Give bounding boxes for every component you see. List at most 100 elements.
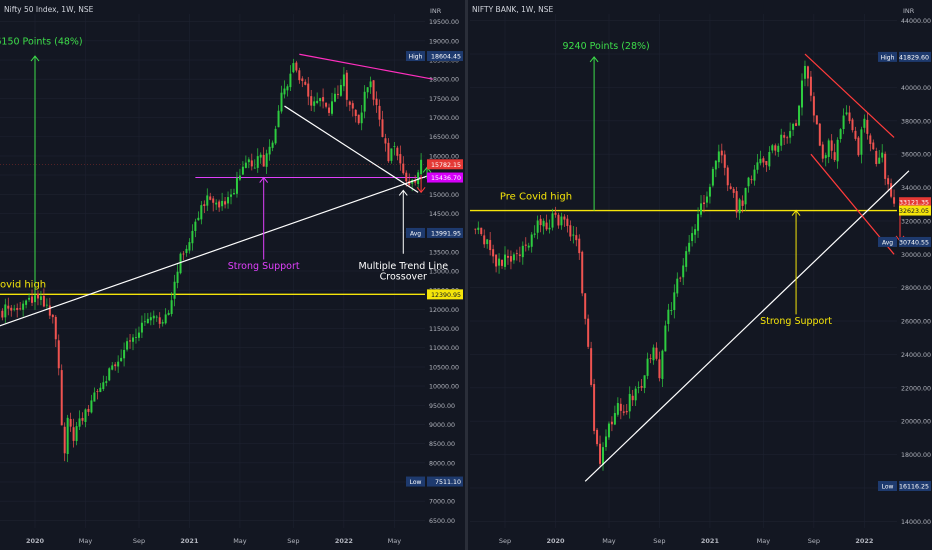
niftybank-candle-body	[676, 278, 679, 294]
nifty50-candle-body	[117, 361, 120, 367]
nifty50-candle-body	[19, 308, 22, 310]
nifty50-level-lines	[0, 163, 425, 296]
niftybank-candle-body	[542, 220, 545, 227]
nifty50-candle-body	[212, 198, 215, 203]
nifty50-price-badge	[427, 159, 463, 170]
nifty50-candle-body	[197, 217, 200, 221]
nifty50-y-tick-label: 7000.00	[429, 499, 455, 506]
nifty50-candle-body	[253, 167, 256, 169]
niftybank-y-tick-label: 24000.00	[901, 352, 931, 359]
niftybank-candle-body	[792, 123, 795, 130]
niftybank-candle-body	[741, 200, 744, 206]
nifty50-candle-body	[34, 295, 36, 303]
niftybank-candle-body	[845, 112, 848, 115]
niftybank-candle-body	[622, 411, 625, 413]
niftybank-candle-body	[596, 429, 599, 445]
nifty50-candle-body	[60, 370, 63, 426]
nifty50-x-tick-label: 2022	[335, 537, 353, 545]
nifty50-candle-body	[90, 400, 93, 413]
nifty50-candle-body	[420, 159, 423, 175]
niftybank-candle-body	[613, 413, 616, 425]
nifty50-candle-body	[182, 253, 185, 255]
niftybank-candle-body	[602, 447, 605, 465]
niftybank-price-badge-value: 32623.05	[899, 208, 929, 215]
nifty50-candle-body	[75, 426, 78, 442]
nifty50-currency-label: INR	[430, 7, 442, 15]
nifty50-candle-body	[4, 304, 7, 318]
nifty50-candle-body	[31, 296, 34, 303]
nifty50-candle-body	[78, 418, 81, 427]
niftybank-candles	[474, 60, 896, 471]
nifty50-candle-body	[155, 316, 158, 318]
nifty50-candle-body	[143, 321, 146, 323]
nifty50-candle-body	[319, 98, 322, 102]
nifty50-crossover-label-line2: Crossover	[380, 271, 427, 282]
niftybank-candle-body	[536, 220, 539, 233]
niftybank-candle-body	[771, 145, 774, 151]
niftybank-candle-body	[652, 347, 655, 361]
nifty50-y-tick-label: 16000.00	[429, 153, 459, 160]
nifty50-candle-body	[241, 166, 244, 175]
nifty50-candle-body	[360, 112, 363, 124]
niftybank-candle-body	[780, 134, 783, 146]
niftybank-candle-body	[887, 178, 890, 185]
nifty50-price-badge-value: 7511.10	[435, 479, 461, 486]
niftybank-candle-body	[498, 258, 501, 266]
nifty50-y-tick-label: 11000.00	[429, 345, 459, 352]
nifty50-candle-body	[194, 221, 197, 232]
niftybank-x-tick-label: Sep	[499, 537, 511, 545]
nifty50-candle-body	[331, 101, 333, 114]
niftybank-candle-body	[809, 76, 812, 96]
nifty50-candle-body	[191, 230, 194, 244]
nifty50-x-tick-label: 2021	[180, 537, 199, 545]
nifty50-y-tick-label: 6500.00	[429, 518, 455, 525]
nifty50-price-badge-tag	[406, 51, 425, 62]
nifty50-candle-body	[93, 392, 96, 402]
niftybank-candle-body	[575, 235, 578, 241]
nifty50-candle-body	[372, 80, 375, 100]
nifty50-candle-body	[158, 317, 161, 324]
niftybank-price-badge	[899, 197, 931, 208]
nifty50-rising-trendline	[0, 174, 431, 327]
niftybank-candle-body	[492, 249, 495, 257]
nifty50-candle-body	[369, 81, 372, 88]
nifty50-candle-body	[126, 341, 129, 350]
nifty50-price-badge-label: Low	[410, 479, 422, 486]
niftybank-y-tick-label: 18000.00	[901, 452, 931, 459]
nifty50-candle-body	[366, 87, 369, 93]
nifty50-y-tick-label: 9000.00	[429, 422, 455, 429]
nifty50-candle-body	[16, 308, 19, 310]
niftybank-candle-body	[860, 129, 863, 155]
niftybank-candle-body	[599, 443, 602, 464]
niftybank-y-tick-label: 22000.00	[901, 385, 931, 392]
nifty50-candle-body	[292, 63, 295, 73]
niftybank-candle-body	[551, 213, 554, 228]
nifty50-candle-body	[375, 98, 378, 106]
nifty50-price-badge-value: 18604.45	[431, 54, 461, 61]
niftybank-currency-label: INR	[903, 7, 915, 15]
panel-divider[interactable]	[465, 0, 468, 550]
nifty50-candle-body	[206, 195, 209, 206]
niftybank-points-label: 9240 Points (28%)	[562, 41, 649, 52]
niftybank-price-axis: 14000.0016000.0018000.0020000.0022000.00…	[878, 18, 931, 526]
nifty50-candle-body	[176, 271, 179, 284]
nifty50-x-tick-label: May	[79, 537, 93, 545]
niftybank-support-label: Strong Support	[760, 316, 832, 327]
nifty50-candle-body	[99, 387, 102, 393]
nifty50-candle-body	[322, 97, 325, 102]
nifty50-candle-body	[235, 177, 238, 194]
nifty50-candle-body	[230, 194, 233, 197]
niftybank-candle-body	[616, 403, 619, 415]
nifty50-pre-covid-label: ovid high	[0, 279, 46, 290]
nifty50-candle-body	[45, 304, 48, 306]
niftybank-candle-body	[714, 160, 717, 170]
niftybank-candle-body	[569, 225, 572, 237]
nifty50-candle-body	[132, 337, 135, 342]
nifty50-candle-body	[310, 96, 313, 106]
nifty50-candle-body	[140, 322, 143, 333]
nifty50-y-tick-label: 10000.00	[429, 384, 459, 391]
nifty50-candle-body	[152, 315, 155, 319]
niftybank-candle-body	[631, 395, 634, 401]
niftybank-candle-body	[607, 423, 610, 438]
niftybank-candle-body	[560, 216, 563, 226]
